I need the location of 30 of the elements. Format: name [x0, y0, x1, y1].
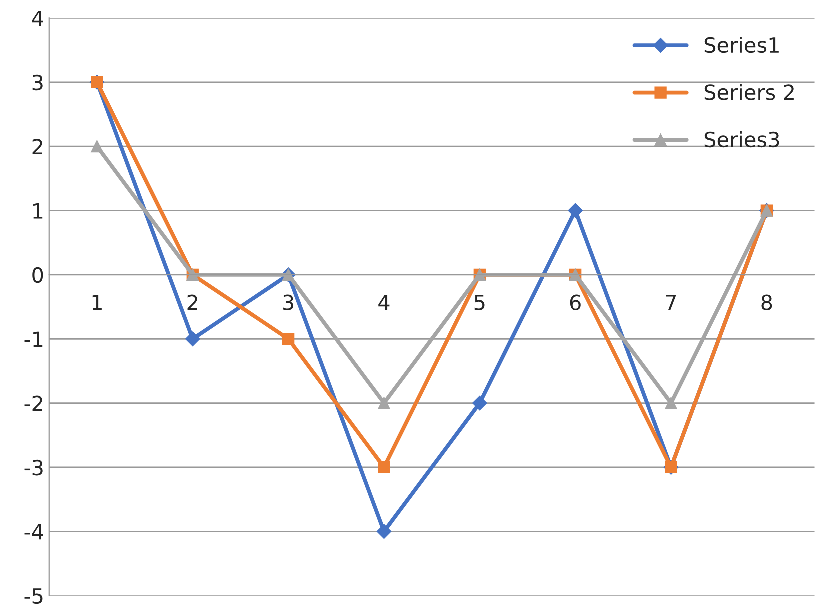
legend-label: Seriers 2	[704, 84, 794, 100]
x-tick-label: 3	[284, 294, 294, 311]
point	[91, 140, 104, 153]
y-tick-label: -2	[24, 396, 42, 412]
y-tick-label: -5	[24, 588, 43, 604]
point	[568, 203, 583, 218]
legend-label: Series1	[704, 36, 779, 54]
x-tick-label: 6	[570, 294, 581, 311]
legend-label: Series3	[704, 131, 780, 148]
x-tick-label: 8	[762, 294, 772, 311]
y-tick-label: -4	[24, 524, 44, 540]
point	[376, 524, 392, 540]
point	[185, 332, 200, 347]
y-tick-label: -1	[24, 332, 43, 348]
point	[378, 397, 390, 410]
x-tick-label: 2	[188, 294, 198, 310]
x-tick-label: 4	[378, 295, 390, 310]
point	[665, 397, 678, 410]
y-tick-label: 0	[32, 267, 44, 284]
y-tick-label: 4	[32, 10, 44, 26]
point	[378, 461, 390, 474]
point	[282, 333, 295, 346]
y-tick-label: 2	[32, 139, 42, 155]
y-tick-label: -3	[24, 460, 43, 476]
x-tick-label: 7	[666, 295, 676, 310]
y-tick-label: 3	[32, 74, 43, 91]
x-tick-label: 5	[474, 295, 485, 311]
y-tick-label: 1	[34, 204, 43, 219]
point	[472, 396, 488, 411]
x-tick-label: 1	[92, 295, 102, 310]
